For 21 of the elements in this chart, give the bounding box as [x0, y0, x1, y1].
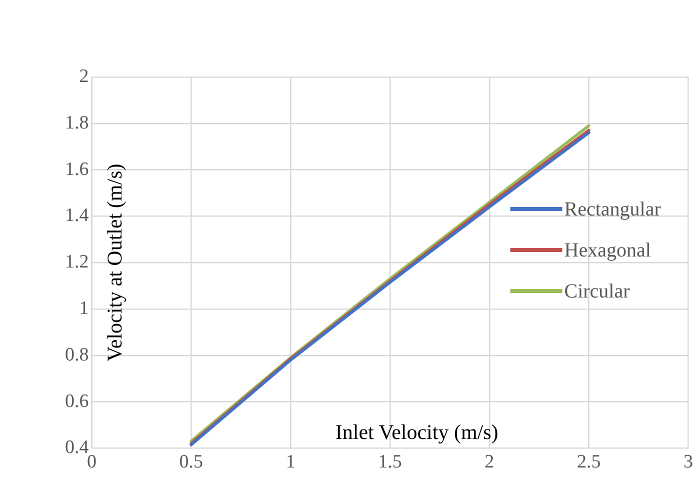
x-tick-label: 2: [484, 452, 494, 473]
legend-label: Rectangular: [564, 198, 662, 220]
x-tick-label: 2.5: [576, 452, 601, 473]
x-tick-label: 0: [87, 452, 96, 473]
legend-label: Circular: [564, 280, 630, 302]
y-tick-label: 0.6: [65, 390, 89, 412]
y-tick-label: 1.2: [65, 252, 89, 273]
y-tick-label: 0.8: [65, 344, 89, 366]
y-axis-title: Velocity at Outlet (m/s): [102, 164, 126, 362]
y-tick-label: 1.4: [65, 205, 90, 226]
y-tick-label: 1.8: [65, 112, 89, 134]
legend-label: Hexagonal: [564, 239, 652, 262]
x-tick-label: 1.5: [378, 452, 402, 473]
y-tick-label: 0.4: [65, 437, 90, 458]
x-tick-label: 3: [684, 452, 693, 473]
y-tick-label: 2: [79, 66, 89, 87]
x-tick-label: 0.5: [179, 452, 204, 473]
x-tick-label: 1: [286, 452, 296, 473]
x-axis-title: Inlet Velocity (m/s): [335, 420, 498, 444]
y-tick-label: 1.6: [65, 158, 89, 180]
y-tick-label: 1: [79, 298, 89, 319]
